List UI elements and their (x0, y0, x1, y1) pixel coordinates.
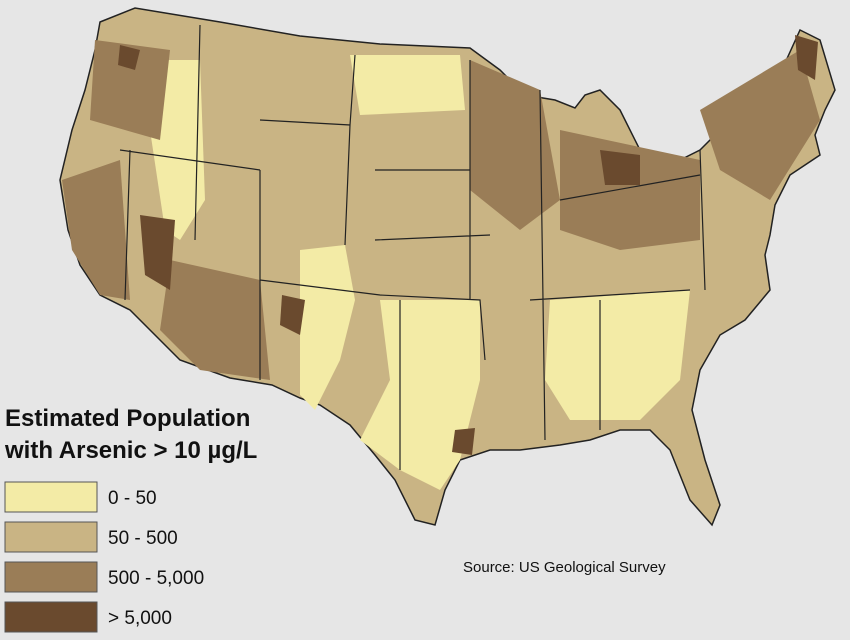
region (140, 215, 175, 290)
region (360, 300, 480, 490)
region (560, 130, 700, 250)
legend-label: 500 - 5,000 (108, 568, 204, 589)
region (600, 150, 640, 185)
region (90, 40, 170, 140)
region (470, 60, 560, 230)
legend-label: 50 - 500 (108, 528, 178, 549)
legend-swatch (4, 481, 98, 513)
source-note: Source: US Geological Survey (463, 559, 666, 576)
region (545, 290, 690, 420)
legend-title: Estimated Population (5, 405, 250, 432)
region (118, 45, 140, 70)
legend-label: 0 - 50 (108, 488, 157, 509)
region (700, 50, 820, 200)
legend-swatch (4, 561, 98, 593)
us-map (59, 7, 836, 527)
region (280, 295, 305, 335)
region (62, 160, 130, 300)
region (795, 35, 818, 80)
region (452, 428, 475, 455)
legend-title: with Arsenic > 10 µg/L (4, 437, 257, 464)
legend: 0 - 50 50 - 500 500 - 5,000 > 5,000 (4, 481, 204, 633)
state-lines (119, 24, 706, 470)
legend-label: > 5,000 (108, 608, 172, 629)
region (160, 260, 270, 380)
legend-swatch (4, 601, 98, 633)
legend-swatch (4, 521, 98, 553)
region (350, 55, 465, 115)
